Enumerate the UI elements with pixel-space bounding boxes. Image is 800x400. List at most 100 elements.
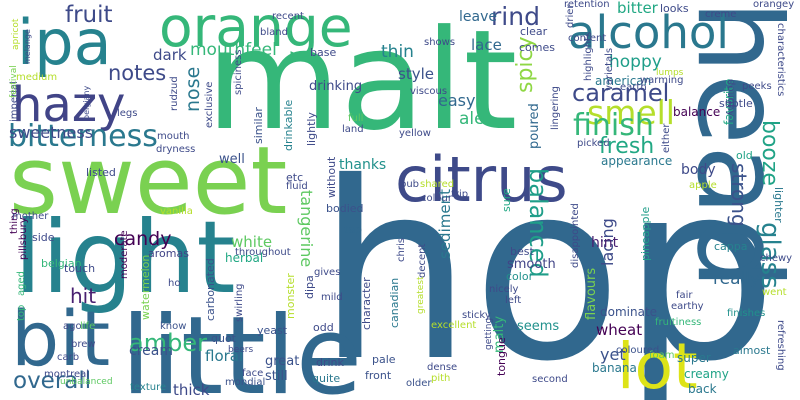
word-sweetness: sweetness [9, 123, 94, 142]
word-decent: decent [417, 243, 428, 278]
word-thin: thin [381, 42, 414, 62]
word-hop: hop [317, 130, 778, 400]
word-chewy: chewy [760, 253, 793, 264]
word-ipa: ipa [17, 6, 112, 79]
word-malt: malt [206, 0, 518, 161]
word-belgiany: belgiany [82, 85, 91, 120]
word-thick: thick [173, 381, 210, 399]
word-pale: pale [372, 353, 396, 366]
word-similar: similar [252, 107, 265, 144]
word-medium: medium [16, 72, 58, 83]
word-yet: yet [600, 345, 626, 364]
word-unbalanced: unbalanced [60, 377, 113, 387]
word-mother: mother [12, 211, 49, 222]
word-tangerine: tangerine [297, 190, 316, 268]
word-great: great [265, 354, 300, 369]
word-spiciness: spiciness [233, 49, 244, 95]
word-fresh: fresh [599, 134, 655, 159]
word-recent: recent [272, 11, 304, 22]
word-yeast: yeast [257, 324, 288, 337]
word-second: second [532, 374, 568, 385]
word-smooth: smooth [507, 257, 556, 272]
word-creme: creme [705, 9, 737, 20]
word-color: color [506, 270, 534, 283]
word-finishes: finishes [727, 308, 766, 319]
word-swirling: swirling [234, 283, 245, 322]
word-body: body [681, 162, 716, 178]
word-shared: shared [420, 179, 455, 190]
word-carbonated: carbonated [204, 258, 217, 321]
word-lightly: lightly [305, 112, 318, 146]
word-well: well [219, 152, 245, 167]
word-wheat: wheat [596, 321, 643, 339]
word-hint: hint [591, 235, 619, 251]
word-citrus: citrus [395, 143, 568, 216]
word-apricot: apricot [11, 18, 21, 50]
word-exclusive: exclusive [204, 81, 215, 128]
word-highlights: highlights [583, 31, 594, 81]
word-quite: quite [312, 372, 341, 385]
word-strong: strong [727, 163, 751, 227]
word-dense: dense [427, 362, 458, 373]
word-characteristics: characteristics [775, 23, 786, 97]
word-front: front [365, 369, 392, 382]
word-really: really [713, 269, 760, 289]
word-life: life [80, 321, 96, 332]
word-earthy: earthy [671, 301, 704, 312]
word-viscous: viscous [410, 86, 448, 97]
word-varietals: varietals [604, 47, 615, 91]
word-drink: drink [316, 356, 344, 369]
word-balance: balance [673, 105, 721, 119]
word-odd: odd [313, 321, 334, 334]
word-legs: legs [117, 108, 138, 119]
word-super: super [677, 351, 711, 365]
word-content: content [568, 33, 607, 44]
word-banana: banana [592, 361, 637, 375]
word-herbal: herbal [225, 251, 264, 265]
word-cream: cream [129, 343, 173, 359]
word-chris: chris [396, 238, 407, 262]
word-peeks: peeks [742, 81, 772, 92]
word-side: side [32, 231, 55, 244]
word-lumps: lumps [656, 68, 684, 78]
word-mouthfeel: mouthfeel [190, 40, 277, 60]
word-getting: getting [484, 317, 494, 350]
word-lighter: lighter [772, 187, 785, 223]
word-trip: trip [451, 189, 469, 200]
word-cappa: cappa [714, 240, 748, 253]
word-rind: rind [491, 2, 540, 31]
word-melange: melange [23, 29, 32, 64]
word-back: back [688, 382, 717, 396]
word-disappointed: disappointed [570, 203, 581, 268]
word-shows: shows [424, 37, 456, 48]
word-older: older [406, 378, 432, 389]
word-retention: retention [564, 0, 610, 10]
word-doughy: doughy [725, 79, 736, 117]
word-without: without [325, 156, 338, 198]
word-sticky: sticky [462, 310, 491, 321]
word-earth: earth [620, 82, 647, 93]
word-alcohol: alcohol [568, 6, 729, 59]
word-nose: nose [182, 66, 204, 112]
word-aromas: aromas [148, 247, 189, 260]
word-sweet: sweet [9, 127, 288, 236]
word-dominate: dominate [600, 305, 658, 319]
word-fruit: fruit [65, 2, 113, 28]
word-colour: colour [421, 193, 452, 204]
word-mondial: mondial [225, 377, 266, 388]
word-touch: touch [64, 262, 96, 275]
word-excellent: excellent [431, 320, 477, 331]
word-belgian: belgian [41, 257, 82, 270]
word-bitter: bitter [617, 0, 658, 17]
word-thanks: thanks [339, 157, 387, 173]
word-seems: seems [517, 319, 560, 334]
word-tongue: tongue [495, 337, 508, 376]
word-pineapple: pineapple [639, 206, 652, 261]
word-overall: overall [13, 368, 92, 394]
word-still: still [265, 369, 288, 384]
word-left: left [505, 295, 522, 306]
word-hoppy: hoppy [609, 52, 662, 72]
word-canadian: canadian [388, 277, 401, 328]
word-lot: lot [617, 330, 698, 400]
word-throughout: throughout [235, 247, 291, 258]
